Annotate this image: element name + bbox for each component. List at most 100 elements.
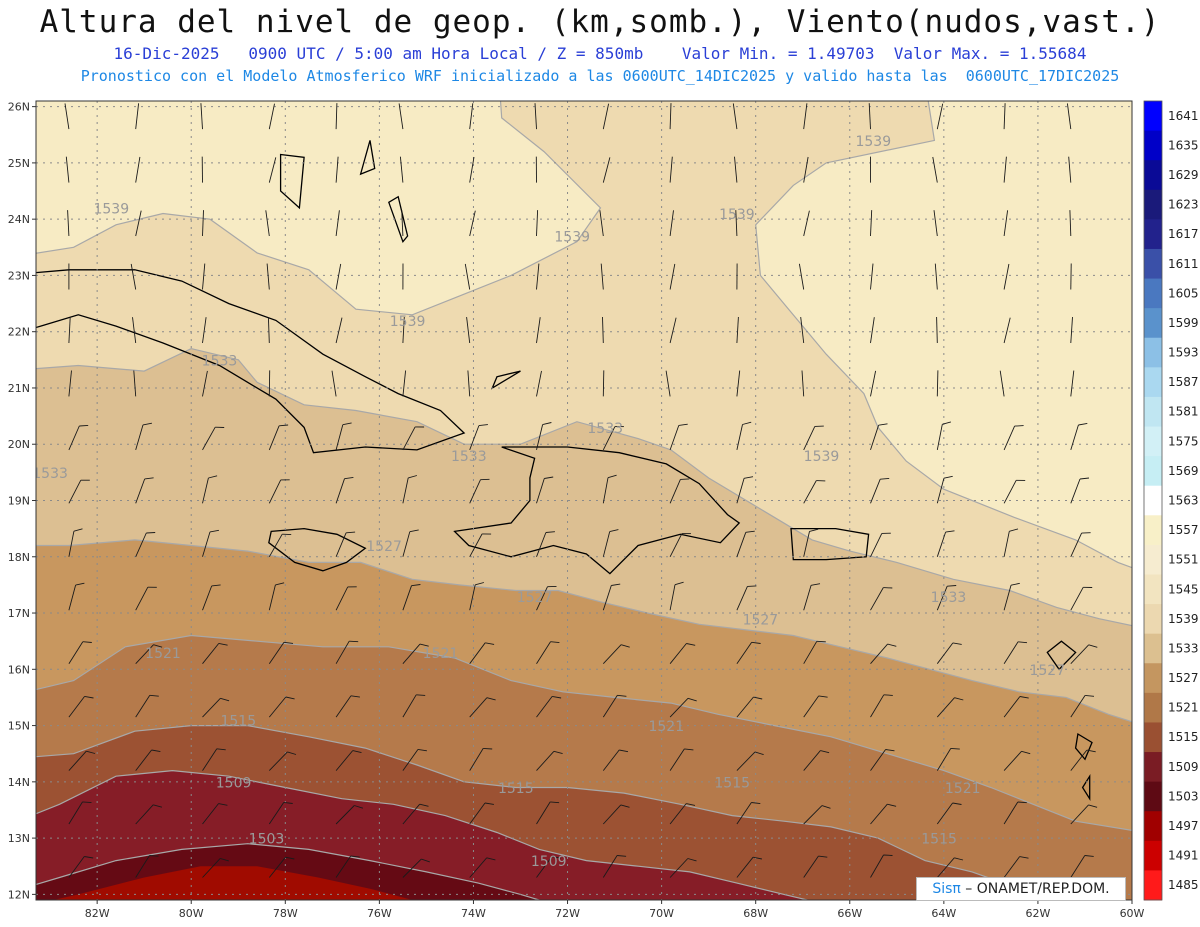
- wind-barb: [268, 103, 275, 130]
- contour-label: 1533: [451, 449, 487, 465]
- colorbar-swatch: [1144, 456, 1162, 487]
- colorbar-label: 1545: [1168, 582, 1199, 596]
- wind-barb-flag: [84, 695, 94, 699]
- lon-tick-label: 62W: [1025, 907, 1050, 920]
- model-info-line: Pronostico con el Modelo Atmosferico WRF…: [80, 67, 1120, 85]
- wind-barb: [536, 317, 541, 344]
- wind-barb-flag: [350, 695, 360, 698]
- wind-barb: [936, 857, 955, 878]
- wind-barb: [469, 642, 486, 664]
- eleuthera-coast: [359, 140, 376, 176]
- wind-barb: [335, 750, 354, 771]
- wind-barb: [335, 805, 355, 825]
- wind-barb: [870, 479, 881, 504]
- wind-barb-flag: [352, 750, 362, 754]
- wind-barb: [401, 210, 404, 237]
- wind-barb-flag: [883, 854, 893, 856]
- wind-barb: [398, 103, 404, 130]
- colorbar-label: 1617: [1168, 227, 1199, 241]
- wind-barb: [402, 531, 411, 557]
- colorbar-label: 1497: [1168, 819, 1199, 833]
- wind-barb-flag: [551, 856, 561, 859]
- wind-barb-flag: [742, 421, 752, 425]
- wind-barb: [202, 697, 221, 718]
- colorbar-swatch: [1144, 870, 1162, 901]
- colorbar: 1641 1635 1629 1623 1617 1611 1605 1599 1593 1587…: [1143, 100, 1199, 901]
- wind-barb: [1070, 478, 1081, 504]
- contour-label: 1539: [804, 449, 840, 465]
- wind-barb: [268, 856, 286, 878]
- wind-barb-flag: [878, 423, 888, 426]
- wind-barb-flag: [478, 424, 488, 427]
- colorbar-swatch: [1144, 278, 1162, 309]
- wind-barb: [936, 642, 954, 664]
- wind-barb-flag: [421, 858, 430, 863]
- wind-barb-flag: [550, 641, 560, 644]
- wind-barb: [1003, 425, 1016, 451]
- lon-tick-label: 82W: [85, 907, 110, 920]
- wind-barb-flag: [753, 696, 763, 700]
- wind-barb: [402, 316, 405, 344]
- wind-barb: [1003, 156, 1007, 183]
- contour-label: 1527: [743, 612, 779, 628]
- wind-barb: [68, 696, 85, 718]
- wind-barb: [736, 802, 752, 825]
- wind-barb-flag: [220, 857, 229, 862]
- wind-barb: [1070, 587, 1084, 611]
- wind-barb: [536, 696, 553, 718]
- wind-barb: [68, 479, 82, 504]
- wind-barb: [335, 695, 352, 718]
- wind-barb: [936, 748, 952, 771]
- wind-barb-flag: [1088, 644, 1098, 648]
- contour-label: 1527: [366, 539, 402, 555]
- wind-barb-flag: [680, 478, 690, 480]
- colorbar-swatch: [1144, 663, 1162, 694]
- colorbar-label: 1563: [1168, 494, 1199, 508]
- wind-barb: [1003, 263, 1010, 290]
- wind-barb: [602, 749, 620, 771]
- wind-barb: [1003, 210, 1009, 237]
- credit-box: Sisπ – ONAMET/REP.DOM.: [916, 877, 1126, 901]
- contour-label: 1533: [32, 466, 68, 482]
- colorbar-swatch: [1144, 426, 1162, 457]
- wind-barb-flag: [1088, 804, 1098, 808]
- colorbar-label: 1551: [1168, 553, 1199, 567]
- wind-barb: [469, 697, 488, 718]
- wind-barb: [602, 370, 605, 397]
- colorbar-swatch: [1144, 485, 1162, 516]
- wind-barb: [870, 533, 883, 557]
- wind-barb: [135, 644, 154, 665]
- contour-label: 1515: [220, 714, 256, 730]
- wind-barb: [202, 317, 207, 344]
- wind-barb: [265, 210, 270, 237]
- colorbar-label: 1533: [1168, 642, 1199, 656]
- colorbar-swatch: [1144, 308, 1162, 339]
- contour-label: 1503: [249, 832, 285, 848]
- wind-barb-flag: [687, 858, 697, 862]
- wind-barb: [402, 426, 416, 451]
- wind-barb: [870, 370, 877, 397]
- lat-tick-label: 21N: [8, 382, 30, 395]
- wind-barb: [1070, 644, 1090, 665]
- wind-barb-flag: [346, 531, 356, 534]
- wind-barb: [669, 479, 681, 504]
- wind-barb: [402, 749, 419, 771]
- wind-barb-flag: [552, 695, 562, 699]
- wind-barb: [934, 263, 938, 290]
- wind-barb: [1070, 370, 1075, 397]
- wind-barb: [68, 584, 77, 611]
- wind-barb: [669, 425, 680, 451]
- wind-barb: [803, 156, 809, 183]
- lat-tick-label: 23N: [8, 269, 30, 282]
- wind-barb: [202, 643, 220, 664]
- colorbar-label: 1605: [1168, 286, 1199, 300]
- wind-barb-flag: [485, 642, 495, 645]
- jamaica-coast: [268, 527, 367, 572]
- forecast-time-line: 16-Dic-2025 0900 UTC / 5:00 am Hora Loca…: [113, 44, 1087, 63]
- wind-barb: [402, 694, 417, 718]
- wind-barb-flag: [275, 582, 285, 586]
- colorbar-frame: [1143, 100, 1163, 901]
- wind-barb-flag: [84, 856, 94, 859]
- wind-barb-flag: [1014, 425, 1024, 427]
